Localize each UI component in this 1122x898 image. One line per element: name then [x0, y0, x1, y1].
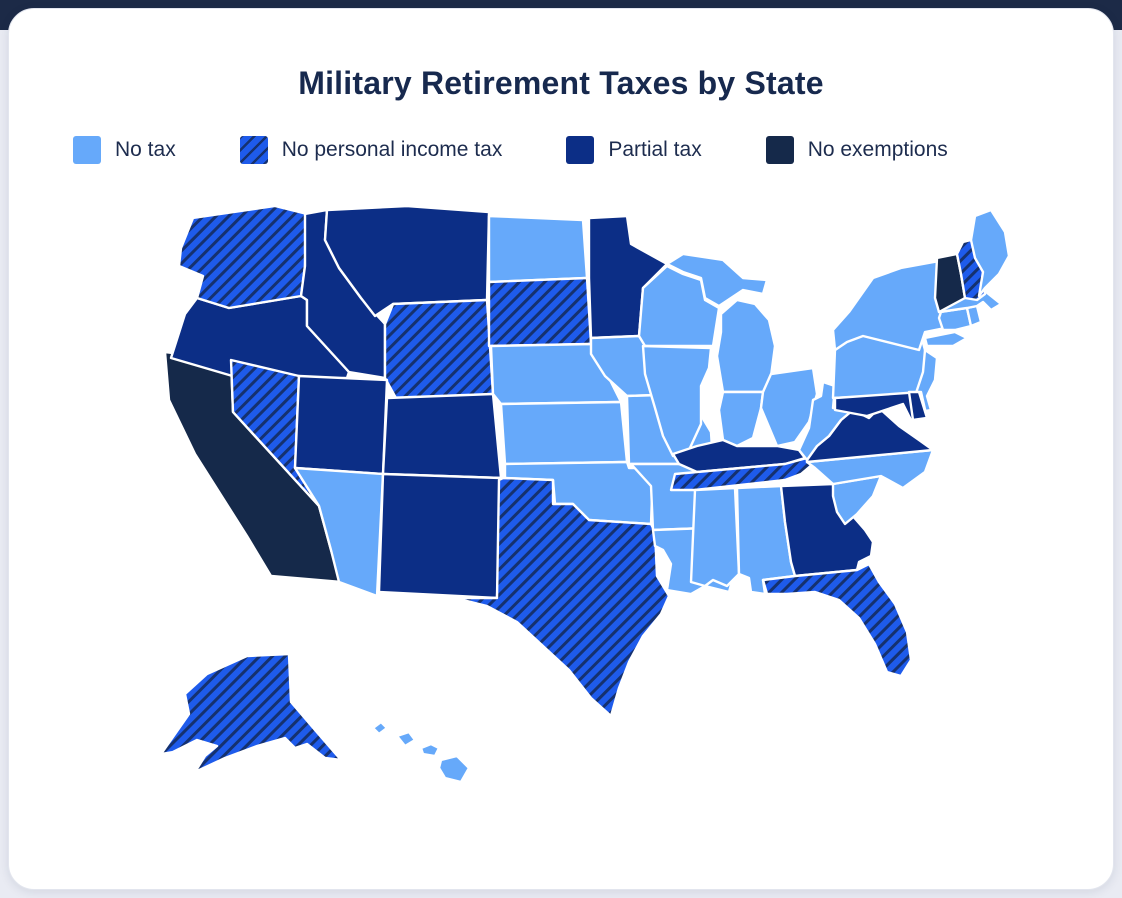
state-TX	[453, 476, 671, 718]
state-HI	[371, 720, 389, 736]
state-NH	[955, 238, 987, 302]
page-title: Military Retirement Taxes by State	[298, 65, 824, 101]
legend-item-no_income_tax: No personal income tax	[239, 136, 503, 164]
state-NM	[377, 472, 503, 600]
state-KS	[499, 400, 629, 466]
state-DE	[907, 390, 929, 422]
state-WV	[797, 380, 855, 462]
state-HI	[419, 742, 441, 758]
state-ND	[487, 214, 589, 284]
state-IN	[717, 390, 765, 448]
state-WI	[637, 264, 721, 348]
legend-label-partial_tax: Partial tax	[608, 138, 702, 161]
state-FL	[761, 562, 913, 678]
legend-item-no_tax: No tax	[73, 136, 176, 164]
legend-swatch-no_tax	[73, 136, 101, 164]
legend-label-no_income_tax: No personal income tax	[281, 138, 503, 161]
state-MI	[715, 298, 777, 394]
us-map	[135, 206, 1113, 796]
state-MS	[689, 486, 741, 588]
state-MT	[323, 206, 491, 318]
legend-swatch-partial_tax	[566, 136, 595, 164]
state-HI	[437, 754, 471, 784]
state-MD	[833, 390, 929, 422]
state-UT	[293, 374, 389, 476]
state-HI	[395, 730, 417, 748]
legend-item-partial_tax: Partial tax	[566, 136, 702, 164]
state-ME	[969, 208, 1011, 298]
state-TN	[669, 456, 815, 492]
state-CO	[381, 392, 503, 480]
state-NY	[923, 330, 969, 348]
state-WA	[177, 206, 309, 310]
legend-swatch-no_exemptions	[765, 136, 794, 164]
state-SC	[831, 474, 883, 526]
state-SD	[487, 276, 593, 348]
legend-label-no_tax: No tax	[115, 138, 176, 161]
infographic-card: Military Retirement Taxes by State No ta…	[8, 8, 1114, 890]
state-AK	[159, 652, 343, 774]
state-MI	[665, 252, 769, 308]
legend-label-no_exemptions: No exemptions	[807, 138, 948, 161]
legend-swatch-no_income_tax	[239, 136, 268, 164]
state-WY	[383, 298, 495, 402]
legend-item-no_exemptions: No exemptions	[765, 136, 948, 164]
us-choropleth-svg	[159, 206, 1011, 784]
legend: No tax No personal income tax Partial tax N…	[73, 136, 1113, 164]
